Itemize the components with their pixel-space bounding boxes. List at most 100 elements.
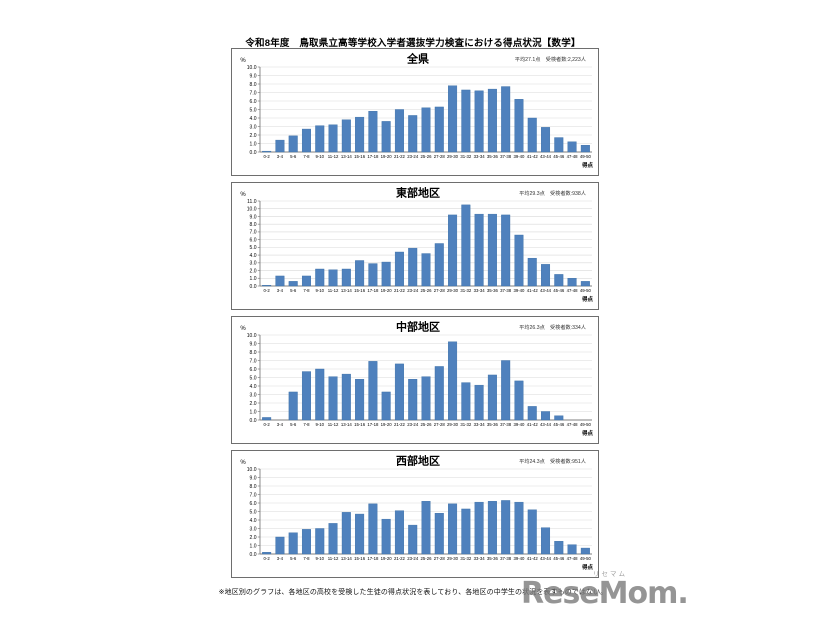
x-tick-label: 49-50 [580,556,592,561]
x-tick-label: 31-32 [460,288,472,293]
y-tick-label: 11.0 [247,199,257,205]
x-tick-label: 49-50 [580,154,592,159]
x-tick-label: 7-8 [303,288,310,293]
x-tick-label: 41-42 [527,556,539,561]
x-tick-label: 33-34 [474,556,486,561]
x-tick-label: 25-26 [421,288,433,293]
chart-canvas: 0.0 1.0 2.03.0 4.0 5.0 6.07.0 8.0 9.010.0 11.0 0-… [240,186,593,304]
x-tick-label: 45-46 [553,422,565,427]
x-tick-label: 45-46 [553,288,565,293]
y-tick-label: 10.0 [247,333,257,339]
x-tick-label: 23-24 [407,288,419,293]
bar [554,137,564,153]
bar [288,281,298,287]
x-tick-label: 35-36 [487,288,499,293]
x-tick-label: 31-32 [460,422,472,427]
bar [421,376,431,421]
score-distribution-chart-4: 0.0 1.0 2.0 3.0 4.0 5.0 6.0 7.0 8.0 9.0 10.0 0-2 3-4… [231,450,599,578]
y-tick-label: 10.0 [247,207,257,213]
bar [434,243,444,287]
percent-unit-label: % [240,460,246,466]
average-and-examinees-annotation: 平均26.3点 受検者数:334人 [519,323,586,331]
x-tick-label: 3-4 [277,154,284,159]
y-tick-label: 6.0 [250,367,257,373]
y-tick-label: 2.0 [250,133,257,139]
watermark-ruby-text: リセマム [593,571,627,578]
bar [341,373,351,421]
x-axis-label: 得点 [581,161,594,169]
y-tick-label: 0.0 [250,552,257,558]
x-tick-label: 45-46 [553,556,565,561]
bar [408,524,418,555]
bar [288,135,298,153]
y-tick-label: 1.0 [250,276,257,282]
bar [554,274,564,287]
y-tick-label: 4.0 [250,518,257,524]
bar [315,528,325,555]
bar [461,382,471,421]
y-tick-label: 0.0 [250,418,257,424]
bar [527,117,537,153]
x-tick-label: 0-2 [264,154,271,159]
y-tick-label: 5.0 [250,509,257,515]
y-tick-label: 9.0 [250,73,257,79]
x-tick-label: 21-22 [394,288,406,293]
x-tick-label: 25-26 [421,154,433,159]
x-tick-label: 17-18 [367,288,379,293]
bar [514,234,524,287]
x-tick-label: 25-26 [421,556,433,561]
bar [487,213,497,287]
chart-title: 全県 [406,52,429,66]
bar [315,268,325,287]
x-tick-label: 37-38 [500,154,512,159]
bar [288,391,298,421]
y-tick-label: 8.0 [250,484,257,490]
bar [541,264,551,287]
x-tick-label: 27-28 [434,422,446,427]
bar [461,508,471,555]
percent-unit-label: % [240,58,246,64]
y-tick-label: 4.0 [250,384,257,390]
average-and-examinees-annotation: 平均24.3点 受検者数:951人 [519,457,586,465]
bar [262,150,272,153]
x-tick-label: 23-24 [407,422,419,427]
bar [368,361,378,421]
bar [315,125,325,153]
x-tick-label: 49-50 [580,288,592,293]
y-tick-label: 8.0 [250,350,257,356]
x-tick-label: 27-28 [434,288,446,293]
x-tick-label: 13-14 [341,556,353,561]
x-tick-label: 5-6 [290,556,297,561]
bar [541,127,551,153]
x-tick-label: 7-8 [303,422,310,427]
bar [501,500,511,555]
bar [394,109,404,153]
x-tick-label: 39-40 [513,154,525,159]
x-tick-label: 29-30 [447,154,459,159]
bar [355,260,365,287]
bar [262,417,272,421]
score-distribution-chart-1: 0.0 1.0 2.0 3.0 4.0 5.0 6.0 7.0 8.0 9.0 10.0 0-2 3-4… [231,48,599,176]
bar [434,106,444,153]
x-tick-label: 15-16 [354,556,366,561]
x-tick-label: 45-46 [553,154,565,159]
x-tick-label: 41-42 [527,154,539,159]
x-tick-label: 47-48 [567,154,579,159]
bar [514,99,524,153]
x-tick-label: 19-20 [381,288,393,293]
y-tick-label: 6.0 [250,237,257,243]
bar [487,374,497,421]
bar [567,141,577,153]
bar [474,384,484,421]
x-tick-label: 37-38 [500,556,512,561]
bar [275,139,285,153]
bar [474,213,484,287]
y-tick-label: 0.0 [250,150,257,156]
bar [567,544,577,555]
bar [381,518,391,555]
bar [408,247,418,287]
y-tick-label: 2.0 [250,535,257,541]
x-tick-label: 5-6 [290,154,297,159]
bar [394,510,404,555]
bar [448,503,458,555]
